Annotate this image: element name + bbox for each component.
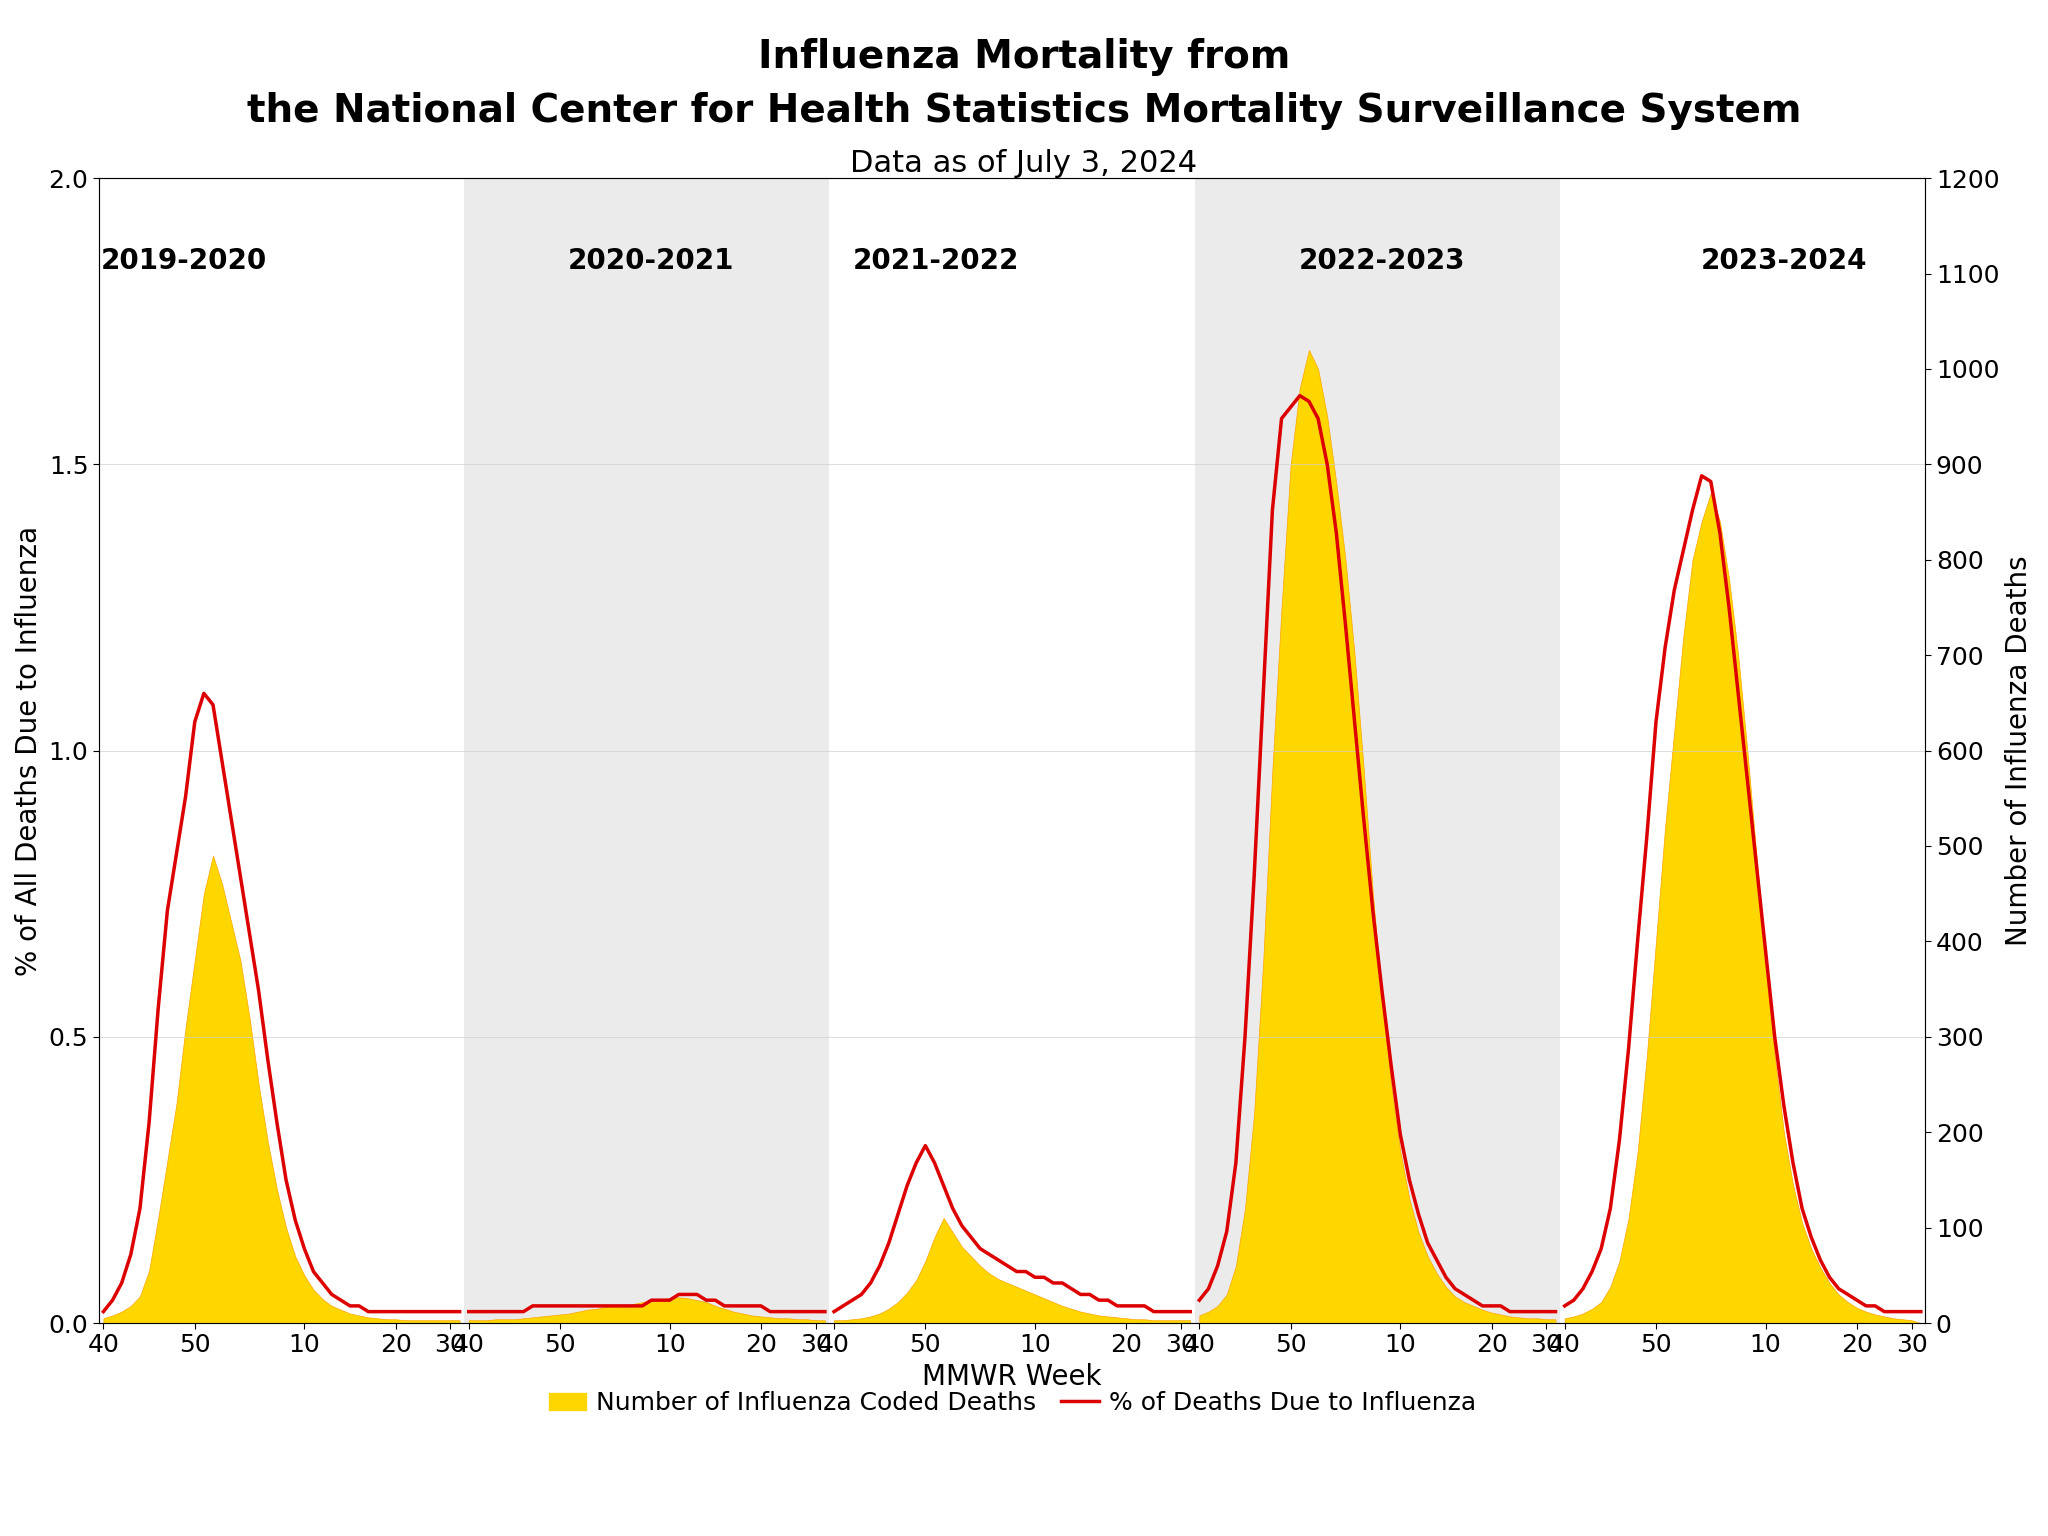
Bar <box>1194 178 1561 1322</box>
Text: 2020-2021: 2020-2021 <box>567 247 735 275</box>
Text: 2021-2022: 2021-2022 <box>854 247 1020 275</box>
Bar <box>465 178 829 1322</box>
Y-axis label: % of All Deaths Due to Influenza: % of All Deaths Due to Influenza <box>14 525 43 975</box>
Text: 2022-2023: 2022-2023 <box>1298 247 1464 275</box>
Text: Influenza Mortality from: Influenza Mortality from <box>758 38 1290 77</box>
Text: 2019-2020: 2019-2020 <box>100 247 266 275</box>
X-axis label: MMWR Week: MMWR Week <box>922 1362 1102 1392</box>
Text: Data as of July 3, 2024: Data as of July 3, 2024 <box>850 149 1198 178</box>
Text: the National Center for Health Statistics Mortality Surveillance System: the National Center for Health Statistic… <box>246 92 1802 131</box>
Legend: Number of Influenza Coded Deaths, % of Deaths Due to Influenza: Number of Influenza Coded Deaths, % of D… <box>539 1381 1485 1425</box>
Text: 2023-2024: 2023-2024 <box>1700 247 1868 275</box>
Y-axis label: Number of Influenza Deaths: Number of Influenza Deaths <box>2005 556 2034 946</box>
